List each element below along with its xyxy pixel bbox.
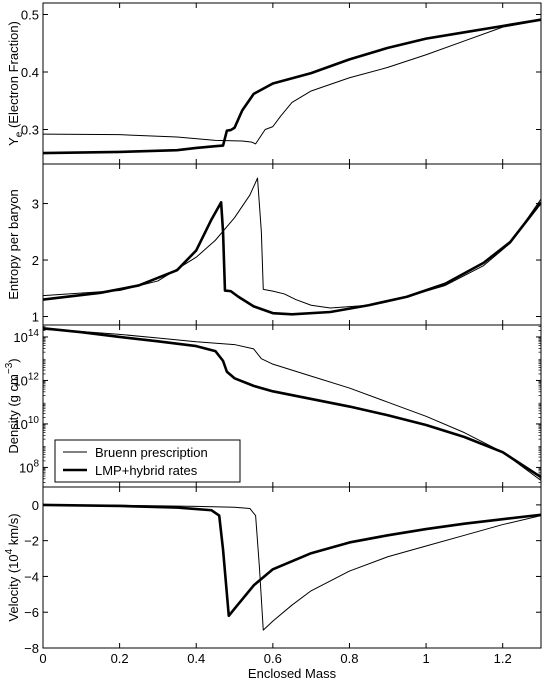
y-tick-label: 108 (19, 458, 39, 475)
y-tick-label: 0 (32, 498, 39, 513)
y-tick-label: −8 (24, 641, 39, 656)
legend-entry-label: LMP+hybrid rates (95, 463, 198, 478)
y-axis-label-entropy: Entropy per baryon (6, 189, 21, 300)
panel-velocity: −8 −6 −4 −2 0 Velocity (104 km/s) (4, 486, 542, 656)
series-line-entropy-1 (43, 201, 541, 316)
series-line-density-1 (43, 326, 541, 479)
x-axis-label: Enclosed Mass (248, 666, 337, 681)
y-tick-label: 0.4 (21, 65, 39, 80)
y-tick-label: 0.3 (21, 123, 39, 138)
panel-frame (42, 163, 542, 326)
y-tick-label: 1010 (13, 415, 39, 432)
legend: Bruenn prescription LMP+hybrid rates (54, 439, 241, 483)
x-tick-label: 0 (39, 651, 46, 666)
y-tick-label: 1012 (13, 371, 39, 388)
series-line-density-0 (43, 328, 541, 481)
x-tick-label: 0.4 (187, 651, 205, 666)
legend-entry-label: Bruenn prescription (95, 445, 208, 460)
y-tick-label: 1 (32, 310, 39, 325)
panel-frame (42, 486, 542, 649)
y-axis-label-ye: Ye (Electron Fraction) (6, 21, 25, 146)
y-axis-label-density: Density (g cm−3) (4, 358, 21, 453)
x-tick-label: 0.2 (111, 651, 129, 666)
y-tick-label: −2 (24, 534, 39, 549)
y-tick-label: 3 (32, 197, 39, 212)
panel-density: 108 1010 1012 1014 Density (g cm−3) (4, 324, 542, 488)
x-axis: 0 0.2 0.4 0.6 0.8 1 1.2 (39, 651, 511, 666)
series-line-ye-1 (43, 18, 541, 155)
y-axis-label-velocity: Velocity (104 km/s) (4, 513, 21, 621)
x-tick-label: 0.6 (264, 651, 282, 666)
x-tick-label: 1.2 (494, 651, 512, 666)
panel-frame (42, 2, 542, 165)
series-line-velocity-0 (43, 504, 541, 631)
panels-layer: 0.3 0.4 0.5Ye (Electron Fraction) 1 2 3 Entrop… (4, 2, 542, 656)
panel-entropy: 1 2 3 Entropy per baryon (6, 163, 542, 326)
series-line-ye-0 (43, 19, 541, 145)
x-tick-label: 0.8 (340, 651, 358, 666)
y-tick-label: 2 (32, 253, 39, 268)
y-tick-label: 1014 (13, 328, 39, 345)
y-tick-label: −6 (24, 605, 39, 620)
panel-ye: 0.3 0.4 0.5Ye (Electron Fraction) (6, 2, 542, 165)
x-tick-label: 1 (422, 651, 429, 666)
legend-box (54, 439, 241, 483)
y-tick-label: 0.5 (21, 8, 39, 23)
y-tick-label: −4 (24, 569, 39, 584)
series-line-velocity-1 (43, 503, 541, 618)
